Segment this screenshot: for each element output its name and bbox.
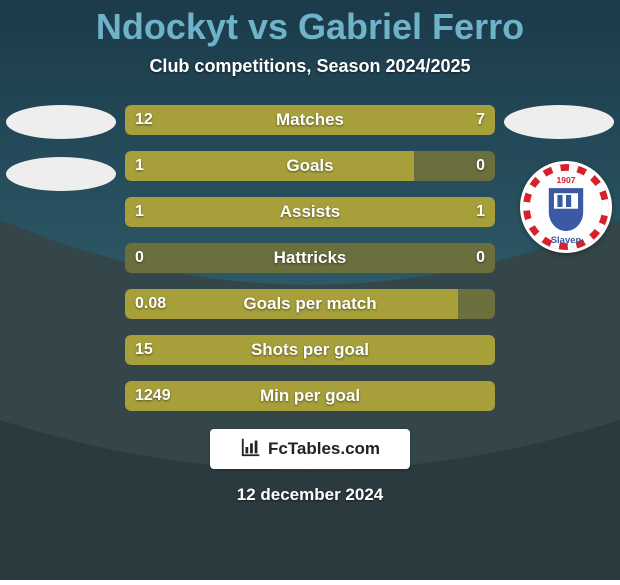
- stat-value-left: 15: [135, 335, 153, 365]
- stat-row: Assists1 1: [125, 197, 495, 227]
- stat-label: Shots per goal: [125, 335, 495, 365]
- stat-value-left: 0.08: [135, 289, 166, 319]
- stat-value-right: 1: [476, 197, 485, 227]
- stat-row: Goals per match0.08: [125, 289, 495, 319]
- stat-row: Min per goal1249: [125, 381, 495, 411]
- stat-label: Goals per match: [125, 289, 495, 319]
- stat-row: Shots per goal15: [125, 335, 495, 365]
- page-title: Ndockyt vs Gabriel Ferro: [0, 6, 620, 48]
- svg-text:Slaven: Slaven: [551, 235, 582, 246]
- stat-value-right: 7: [476, 105, 485, 135]
- brand-badge: FcTables.com: [210, 429, 410, 469]
- stat-row: Matches12 7: [125, 105, 495, 135]
- stat-value-right: 0: [476, 151, 485, 181]
- stat-value-right: 0: [476, 243, 485, 273]
- stat-row: Goals1 0: [125, 151, 495, 181]
- stat-value-left: 1249: [135, 381, 171, 411]
- svg-text:1907: 1907: [556, 175, 575, 185]
- player1-avatar-placeholder: [6, 105, 116, 139]
- subtitle: Club competitions, Season 2024/2025: [0, 56, 620, 77]
- player2-avatar-placeholder: [504, 105, 614, 139]
- stat-value-left: 0: [135, 243, 144, 273]
- stat-value-left: 12: [135, 105, 153, 135]
- stat-label: Assists: [125, 197, 495, 227]
- brand-text: FcTables.com: [268, 439, 380, 459]
- stat-row: Hattricks0 0: [125, 243, 495, 273]
- stat-label: Hattricks: [125, 243, 495, 273]
- chart-icon: [240, 436, 262, 463]
- stat-label: Min per goal: [125, 381, 495, 411]
- stat-label: Goals: [125, 151, 495, 181]
- date-label: 12 december 2024: [0, 485, 620, 505]
- player2-club-badge: 1907 Slaven: [520, 161, 612, 253]
- stat-bars: Matches127Goals10Assists11Hattricks00Goa…: [125, 105, 495, 411]
- stat-label: Matches: [125, 105, 495, 135]
- comparison-panel: 1907 Slaven Matches127Goals10Assists11Ha…: [0, 105, 620, 411]
- stat-value-left: 1: [135, 151, 144, 181]
- stat-value-left: 1: [135, 197, 144, 227]
- player1-club-placeholder: [6, 157, 116, 191]
